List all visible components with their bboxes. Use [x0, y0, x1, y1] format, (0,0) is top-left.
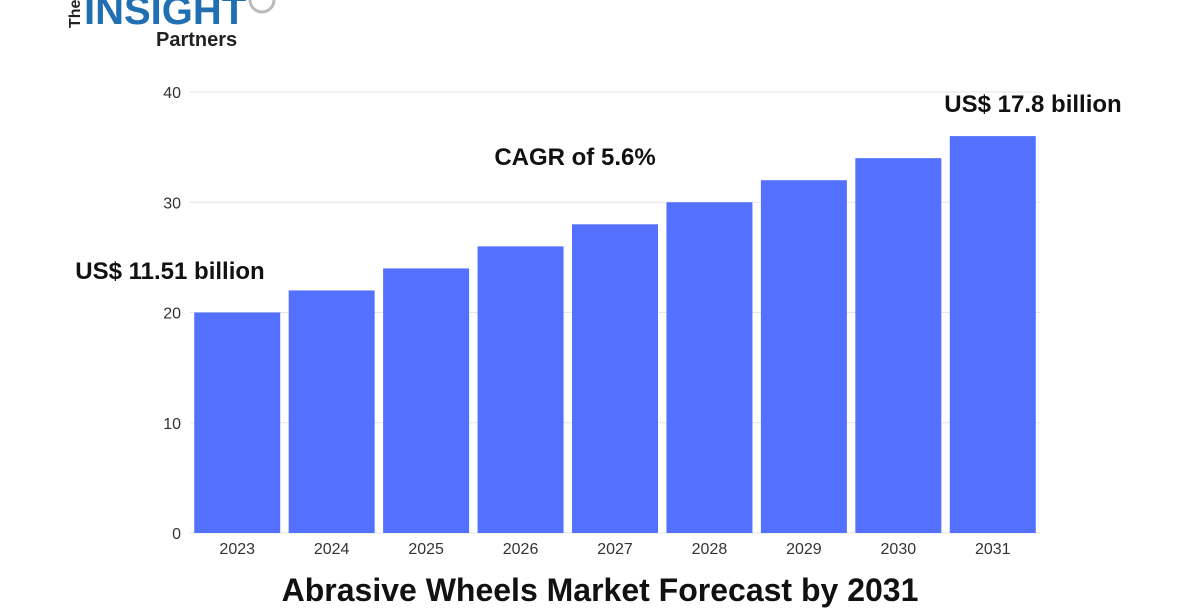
- bar-2028: [666, 202, 753, 533]
- y-tick-label: 0: [172, 526, 181, 543]
- logo-partners: Partners: [156, 29, 237, 50]
- y-tick-label: 10: [163, 416, 181, 433]
- bar-2026: [477, 246, 564, 533]
- x-tick-label: 2026: [503, 541, 539, 558]
- y-tick-label: 20: [163, 306, 181, 323]
- logo: The INSIGHT Partners: [66, 0, 286, 51]
- logo-insight: INSIGHT: [84, 0, 246, 33]
- x-tick-label: 2024: [314, 541, 350, 558]
- bar-2024: [288, 290, 375, 533]
- annotation-end: US$ 17.8 billion: [944, 91, 1121, 118]
- x-tick-label: 2030: [881, 541, 917, 558]
- magnifier-icon: [248, 0, 276, 14]
- chart-title: Abrasive Wheels Market Forecast by 2031: [281, 572, 919, 608]
- bar-2030: [855, 158, 942, 533]
- annotation-cagr: CAGR of 5.6%: [494, 144, 655, 171]
- x-tick-label: 2023: [219, 541, 255, 558]
- bar-2029: [760, 180, 847, 533]
- x-tick-label: 2027: [597, 541, 633, 558]
- y-tick-label: 30: [163, 195, 181, 212]
- x-tick-label: 2028: [692, 541, 728, 558]
- annotation-start: US$ 11.51 billion: [75, 258, 264, 285]
- x-tick-label: 2031: [975, 541, 1011, 558]
- x-tick-label: 2029: [786, 541, 822, 558]
- bar-2023: [194, 312, 281, 533]
- y-tick-label: 40: [163, 85, 181, 102]
- x-tick-label: 2025: [408, 541, 444, 558]
- bar-2031: [949, 136, 1036, 533]
- bar-2025: [383, 268, 470, 533]
- logo-the: The: [67, 0, 84, 28]
- bar-2027: [572, 224, 658, 534]
